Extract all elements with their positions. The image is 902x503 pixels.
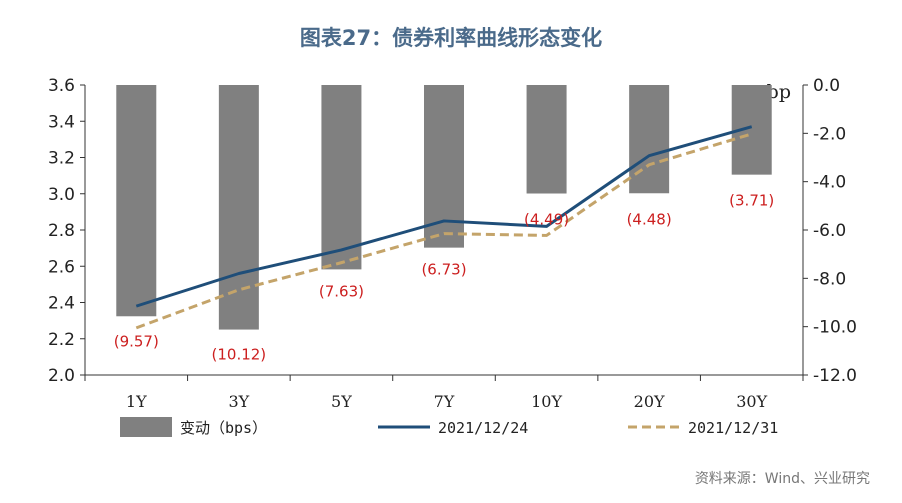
- data-label-7Y: (6.73): [421, 261, 466, 279]
- right-tick-label: -6.0: [813, 221, 846, 241]
- bar-1Y: [116, 85, 157, 317]
- bar-3Y: [218, 85, 259, 330]
- category-label: 20Y: [634, 392, 665, 411]
- category-label: 30Y: [736, 392, 767, 411]
- line-series: [135, 125, 753, 330]
- left-tick-label: 2.8: [48, 221, 75, 241]
- left-tick-label: 3.6: [48, 76, 75, 96]
- category-label: 3Y: [228, 392, 249, 411]
- line-series-2021/12/24: [135, 125, 753, 308]
- left-tick-label: 2.6: [48, 257, 75, 277]
- left-tick-label: 3.2: [48, 149, 75, 169]
- bar-5Y: [321, 85, 362, 270]
- left-tick-label: 3.4: [48, 112, 75, 132]
- legend: 变动（bps） 2021/12/24 2021/12/31: [120, 417, 778, 437]
- category-label: 5Y: [331, 392, 352, 411]
- source-note: 资料来源：Wind、兴业研究: [694, 471, 870, 487]
- bar-20Y: [629, 85, 670, 194]
- category-label: 1Y: [126, 392, 147, 411]
- data-labels: (9.57) (10.12) (7.63) (6.73) (4.49) (4.48) (3.…: [114, 192, 775, 364]
- axes: 2.0 2.2 2.4 2.6 2.8 3.0 3.2 3.4 3.6 -12.0 -10.0 -8.…: [48, 76, 857, 411]
- chart-title: 图表27：债券利率曲线形态变化: [299, 26, 603, 50]
- right-tick-label: -12.0: [813, 366, 857, 386]
- category-label: 7Y: [434, 392, 455, 411]
- right-axis-unit: bp: [767, 81, 791, 103]
- bar-series: [116, 85, 772, 330]
- right-tick-label: -8.0: [813, 269, 846, 289]
- legend-swatch-bar: [120, 417, 172, 437]
- category-label: 10Y: [531, 392, 562, 411]
- data-label-30Y: (3.71): [729, 192, 774, 210]
- bar-7Y: [424, 85, 464, 248]
- right-tick-label: -10.0: [813, 318, 857, 338]
- legend-label-line-2: 2021/12/31: [688, 419, 778, 437]
- line-series-2021/12/31: [135, 132, 753, 330]
- data-label-20Y: (4.48): [627, 210, 672, 228]
- right-tick-label: 0.0: [813, 76, 840, 96]
- right-tick-label: -2.0: [813, 124, 846, 144]
- bar-10Y: [526, 85, 567, 194]
- right-tick-label: -4.0: [813, 173, 846, 193]
- left-tick-label: 3.0: [48, 185, 75, 205]
- left-tick-label: 2.0: [48, 366, 75, 386]
- legend-label-bar: 变动（bps）: [180, 419, 267, 437]
- data-label-10Y: (4.49): [524, 211, 569, 229]
- legend-label-line-1: 2021/12/24: [438, 419, 528, 437]
- data-label-1Y: (9.57): [114, 332, 159, 350]
- data-label-3Y: (10.12): [212, 346, 267, 364]
- left-tick-label: 2.4: [48, 294, 75, 314]
- left-tick-label: 2.2: [48, 330, 75, 350]
- data-label-5Y: (7.63): [319, 282, 364, 300]
